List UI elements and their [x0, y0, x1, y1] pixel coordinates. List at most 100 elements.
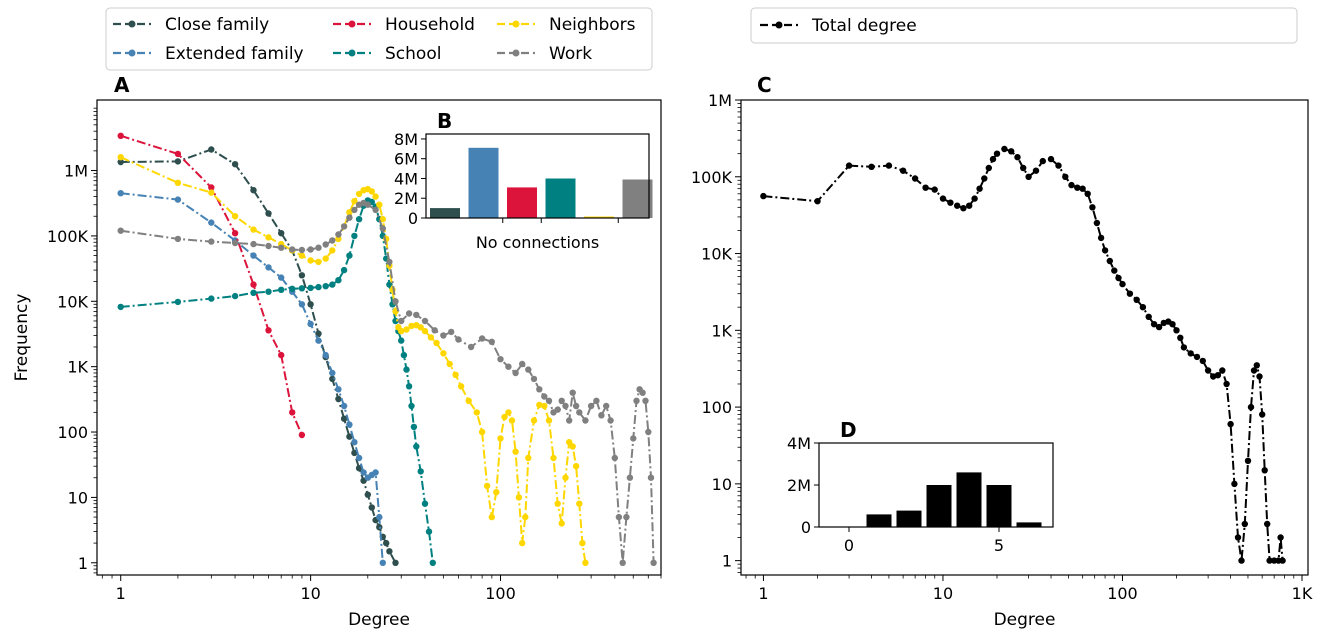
data-point-a-4-63: [562, 474, 569, 481]
data-point-a-2-8: [298, 431, 306, 439]
data-point-a-0-16: [351, 449, 358, 457]
data-point-c-0-23: [1020, 164, 1027, 172]
data-point-c-0-12: [960, 205, 967, 212]
data-point-c-0-34: [1089, 204, 1096, 211]
data-point-c-0-56: [1199, 357, 1207, 365]
panel-label-d: D: [840, 418, 857, 442]
data-point-a-4-31: [408, 322, 415, 330]
data-point-a-4-4: [250, 226, 257, 233]
data-point-c-0-46: [1150, 321, 1158, 328]
data-point-a-5-43: [545, 397, 553, 404]
data-point-c-0-35: [1093, 219, 1101, 227]
data-point-a-4-21: [372, 193, 379, 200]
data-point-a-0-5: [265, 210, 272, 217]
data-point-c-0-45: [1145, 313, 1152, 320]
data-point-a-5-22: [386, 258, 393, 266]
inset-background-b: [426, 134, 649, 218]
data-point-a-4-1: [174, 179, 182, 186]
data-point-a-0-17: [355, 465, 363, 472]
legend-entry-a-3: School: [333, 44, 441, 64]
data-point-a-1-11: [322, 351, 329, 359]
data-point-a-0-9: [307, 301, 314, 308]
data-point-c-0-75: [1266, 557, 1273, 564]
data-point-a-5-39: [525, 366, 532, 373]
y-tick-label-c-4: 10K: [701, 245, 732, 264]
data-point-a-3-16: [351, 232, 358, 240]
data-point-a-1-21: [372, 469, 379, 476]
data-point-a-0-1: [174, 158, 182, 165]
data-point-a-3-12: [329, 281, 336, 288]
data-point-a-5-28: [431, 327, 438, 334]
inset-y-tick-label-d-1: 2M: [787, 476, 811, 495]
legend-label-a-5: Work: [549, 44, 592, 64]
data-point-a-4-23: [379, 216, 386, 223]
series-line-a-3: [120, 199, 434, 563]
data-point-c-0-4: [885, 162, 893, 169]
data-point-c-0-17: [985, 164, 992, 172]
data-point-a-4-54: [522, 513, 529, 521]
data-point-a-1-17: [355, 454, 363, 462]
data-point-c-0-19: [993, 150, 1001, 157]
bar-b-4: [584, 216, 614, 218]
data-point-a-3-15: [346, 252, 353, 259]
data-point-a-2-0: [117, 132, 124, 139]
data-point-a-3-2: [208, 295, 215, 302]
data-point-a-0-3: [231, 161, 239, 168]
data-point-a-5-1: [174, 235, 182, 243]
data-point-c-0-78: [1277, 534, 1284, 541]
x-tick-label-c-3: 1K: [1292, 584, 1313, 603]
axes-frame-a: [96, 99, 662, 576]
data-point-a-1-14: [340, 402, 348, 410]
data-point-a-5-36: [505, 363, 512, 370]
data-point-a-5-53: [587, 402, 595, 410]
data-point-c-0-27: [1047, 155, 1055, 163]
legend-entry-a-1: Extended family: [113, 44, 304, 64]
y-tick-label-a-0: 1: [78, 554, 88, 573]
data-point-a-4-30: [403, 326, 410, 333]
data-point-a-2-6: [278, 351, 285, 359]
data-point-a-4-45: [488, 513, 495, 521]
data-point-a-5-34: [488, 338, 495, 345]
data-point-a-5-19: [364, 201, 371, 208]
series-line-a-1: [120, 192, 384, 563]
panel-label-c: C: [757, 73, 772, 97]
data-point-a-3-32: [405, 383, 413, 390]
y-tick-label-a-3: 1K: [67, 358, 88, 377]
data-point-a-0-20: [368, 504, 375, 511]
data-point-a-5-13: [335, 231, 342, 238]
data-point-c-0-79: [1279, 557, 1286, 564]
data-point-a-4-20: [368, 188, 375, 195]
data-point-a-5-58: [611, 454, 618, 462]
data-point-a-5-70: [650, 559, 657, 566]
data-point-c-0-51: [1173, 327, 1180, 334]
data-point-c-0-61: [1223, 380, 1230, 388]
data-point-a-4-36: [433, 339, 440, 347]
inset-x-tick-label-d-0: 0: [844, 536, 854, 555]
data-point-a-5-41: [536, 386, 543, 393]
data-point-a-3-13: [335, 277, 342, 284]
data-point-a-5-3: [231, 239, 239, 247]
data-point-c-0-64: [1234, 534, 1242, 541]
data-point-a-4-38: [446, 360, 453, 368]
legend-swatch-marker-c-0: [775, 21, 783, 29]
data-point-a-2-3: [231, 230, 239, 237]
data-point-c-0-9: [939, 195, 947, 202]
data-point-c-0-57: [1204, 367, 1212, 374]
data-point-a-3-29: [398, 337, 405, 344]
data-point-a-4-59: [545, 417, 553, 424]
data-point-c-0-25: [1032, 167, 1040, 174]
data-point-a-5-6: [278, 244, 285, 251]
data-point-a-5-27: [421, 317, 429, 325]
inset-y-tick-label-b-3: 6M: [394, 150, 418, 169]
data-point-c-0-52: [1177, 334, 1184, 341]
data-point-a-0-12: [329, 375, 336, 383]
data-point-a-5-42: [541, 393, 548, 400]
data-point-a-4-33: [417, 324, 424, 331]
legend-swatch-marker-a-4: [512, 20, 520, 28]
data-point-a-0-15: [346, 433, 353, 440]
data-point-a-4-11: [322, 255, 329, 262]
data-point-a-0-24: [383, 539, 390, 547]
inset-x-axis-label-b: No connections: [476, 233, 599, 252]
data-point-a-5-33: [478, 335, 486, 342]
legend-swatch-marker-a-2: [348, 20, 356, 28]
